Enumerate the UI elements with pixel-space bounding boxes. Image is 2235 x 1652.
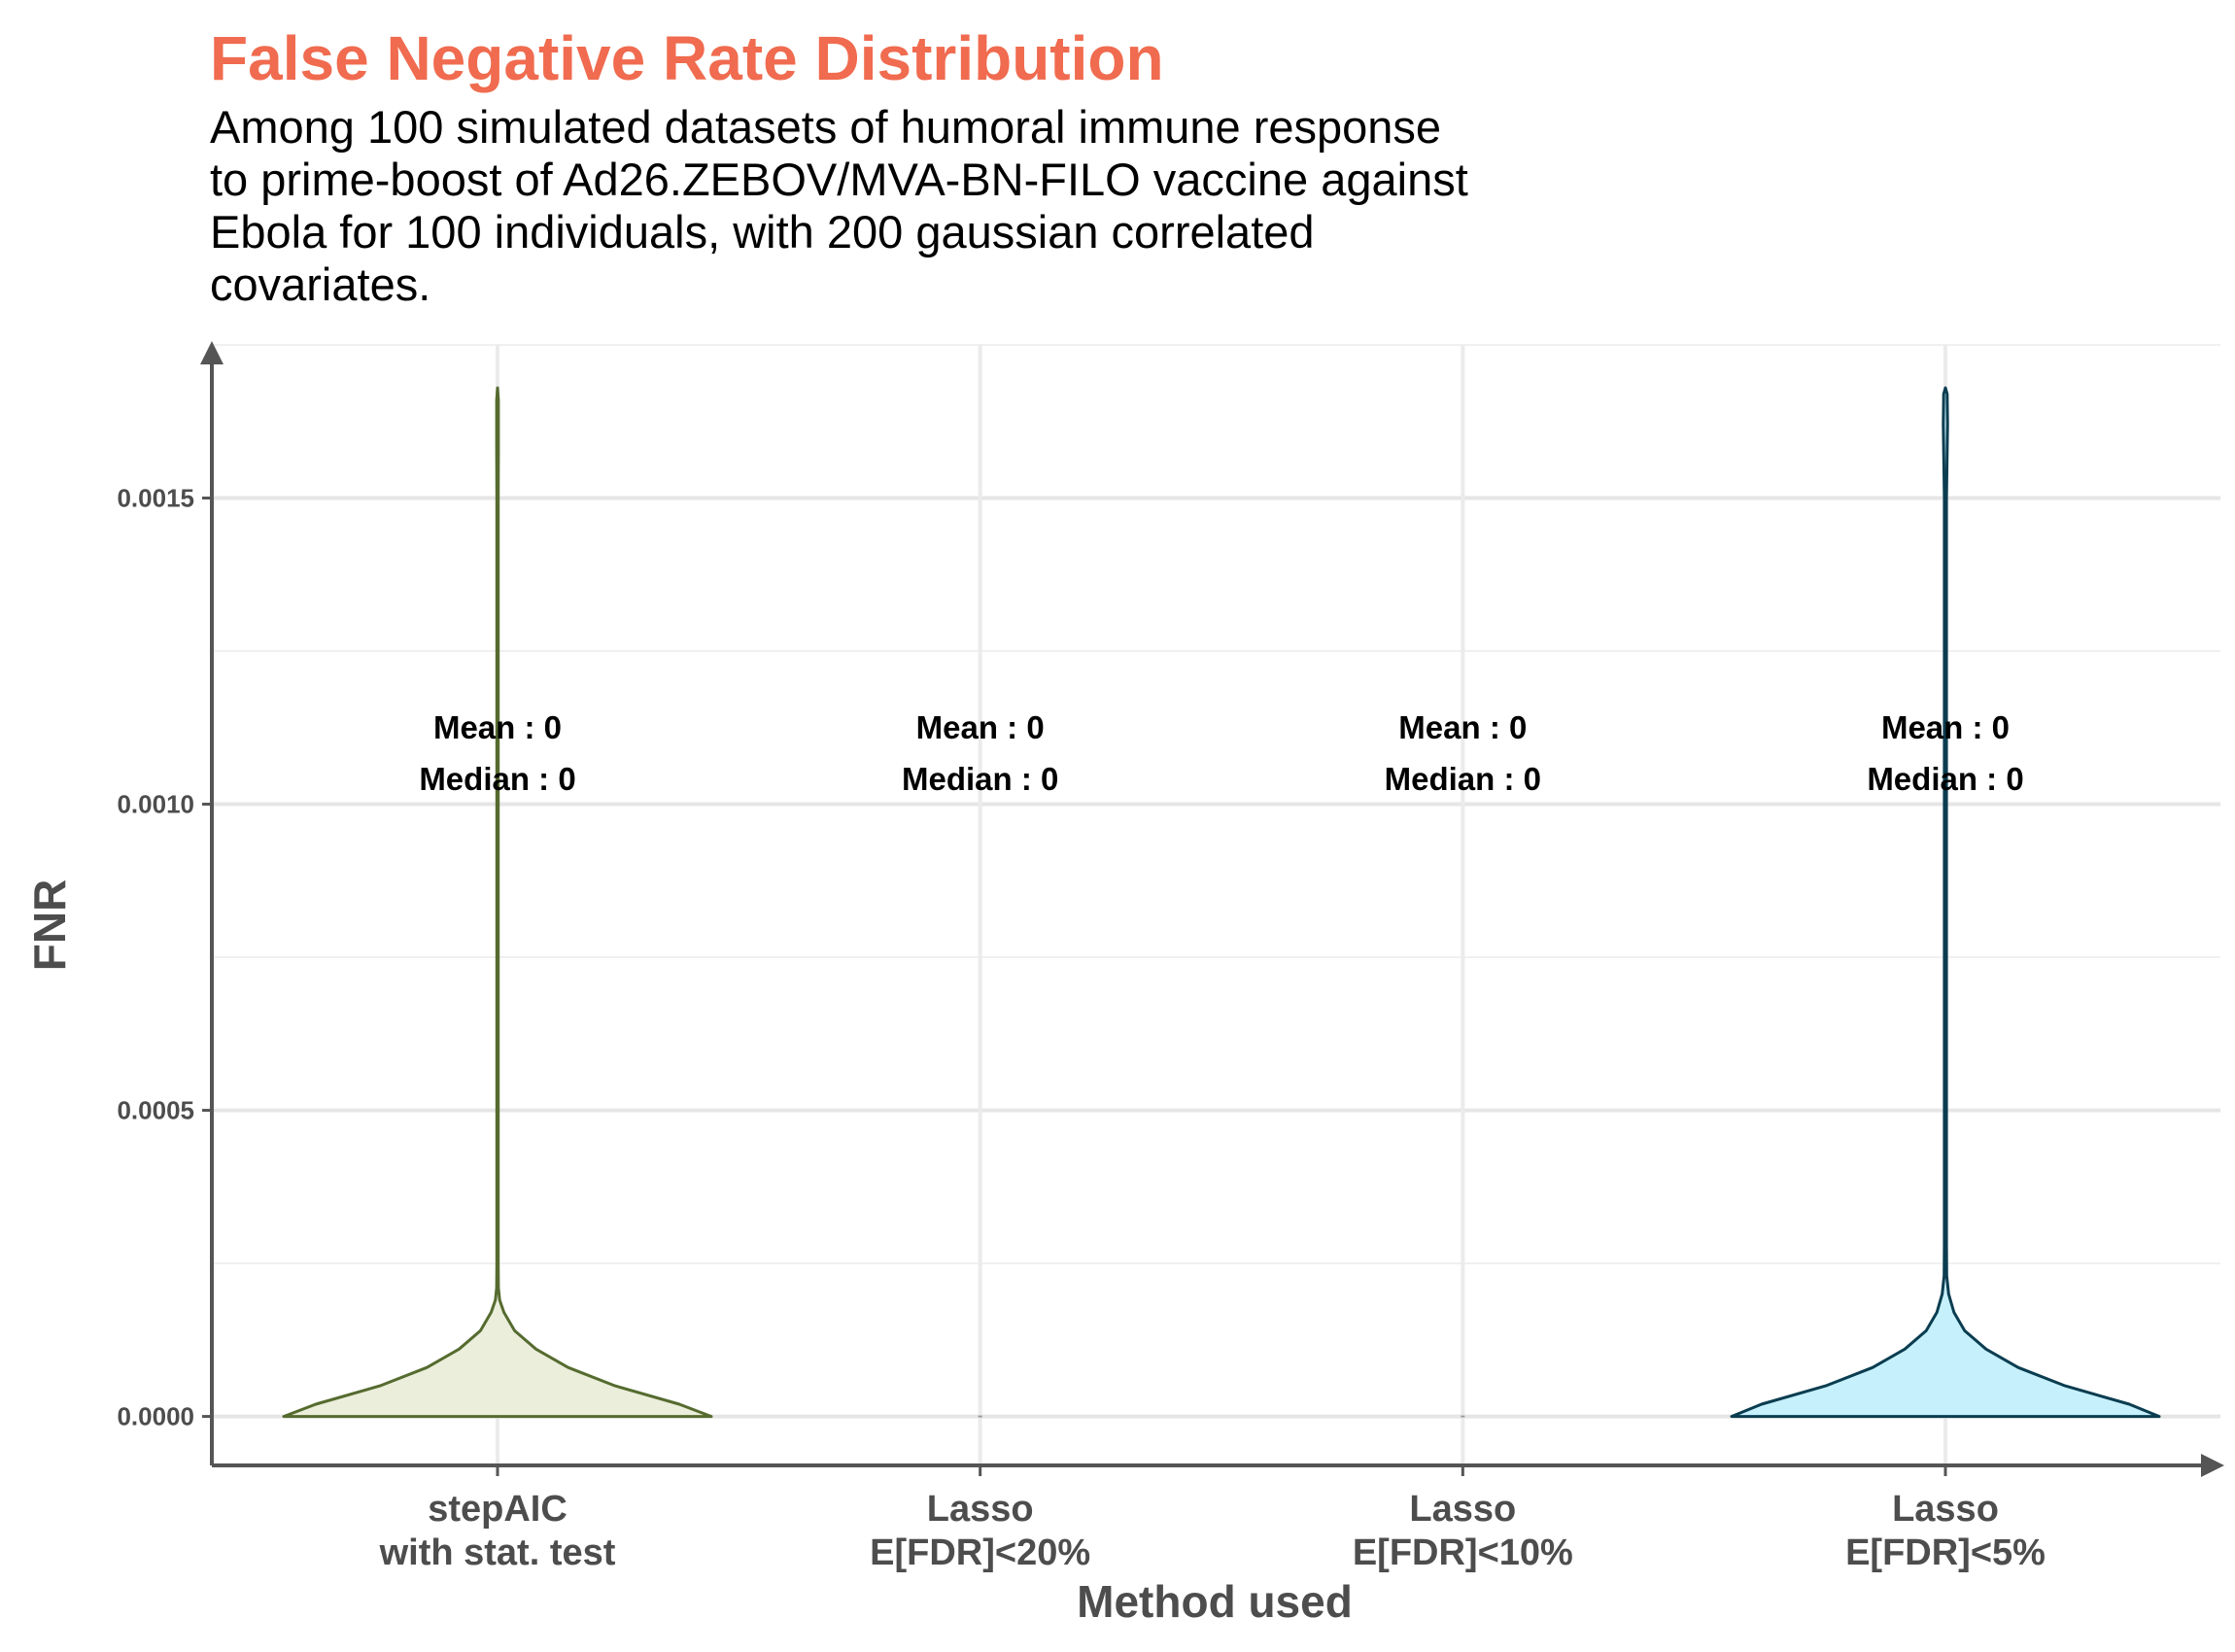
x-tick-label: Lasso E[FDR]<5%	[1845, 1489, 2046, 1573]
subtitle-line: covariates.	[210, 258, 431, 310]
x-tick-label-line: Lasso	[1409, 1489, 1516, 1530]
x-tick-label-line: stepAIC	[428, 1489, 567, 1530]
mean-label: Mean : 0	[916, 709, 1045, 745]
y-axis-arrow	[200, 341, 224, 364]
x-tick-label: stepAIC with stat. test	[379, 1489, 616, 1573]
x-tick-label: Lasso E[FDR]<10%	[1353, 1489, 1573, 1573]
x-tick-label: Lasso E[FDR]<20%	[870, 1489, 1090, 1573]
x-axis-title: Method used	[1077, 1576, 1353, 1627]
violin-shape	[1730, 386, 2161, 1419]
median-label: Median : 0	[1385, 761, 1541, 797]
mean-label: Mean : 0	[1881, 709, 2010, 745]
axis-layer: 0.0000 0.0005 0.0010 0.0015 stepAIC with stat…	[117, 341, 2224, 1573]
x-tick-label-line: Lasso	[927, 1489, 1034, 1530]
mean-label: Mean : 0	[1398, 709, 1527, 745]
median-label: Median : 0	[1867, 761, 2023, 797]
annotation-layer: Mean : 0 Median : 0 Mean : 0 Median : 0 Mean…	[419, 709, 2023, 797]
x-tick-label-line: Lasso	[1892, 1489, 1999, 1530]
median-label: Median : 0	[902, 761, 1058, 797]
subtitle-line: Among 100 simulated datasets of humoral …	[210, 101, 1442, 153]
violin-shape	[282, 386, 713, 1419]
median-label: Median : 0	[419, 761, 575, 797]
violin-layer	[282, 386, 2161, 1419]
chart-title: False Negative Rate Distribution	[210, 23, 1164, 93]
x-tick-label-line: E[FDR]<5%	[1845, 1532, 2046, 1573]
x-tick-label-line: with stat. test	[379, 1532, 616, 1573]
y-tick-label: 0.0005	[117, 1096, 194, 1125]
chart-subtitle: Among 100 simulated datasets of humoral …	[210, 101, 1862, 311]
subtitle-line: Ebola for 100 individuals, with 200 gaus…	[210, 206, 1315, 258]
x-tick-label-line: E[FDR]<20%	[870, 1532, 1090, 1573]
mean-label: Mean : 0	[433, 709, 562, 745]
grid-layer	[212, 344, 2220, 1465]
y-tick-label: 0.0000	[117, 1402, 194, 1431]
y-tick-label: 0.0015	[117, 484, 194, 513]
x-tick-label-line: E[FDR]<10%	[1353, 1532, 1573, 1573]
subtitle-line: to prime-boost of Ad26.ZEBOV/MVA-BN-FILO…	[210, 154, 1468, 205]
y-tick-label: 0.0010	[117, 790, 194, 819]
x-axis-arrow	[2201, 1454, 2224, 1477]
y-axis-title: FNR	[24, 879, 75, 972]
